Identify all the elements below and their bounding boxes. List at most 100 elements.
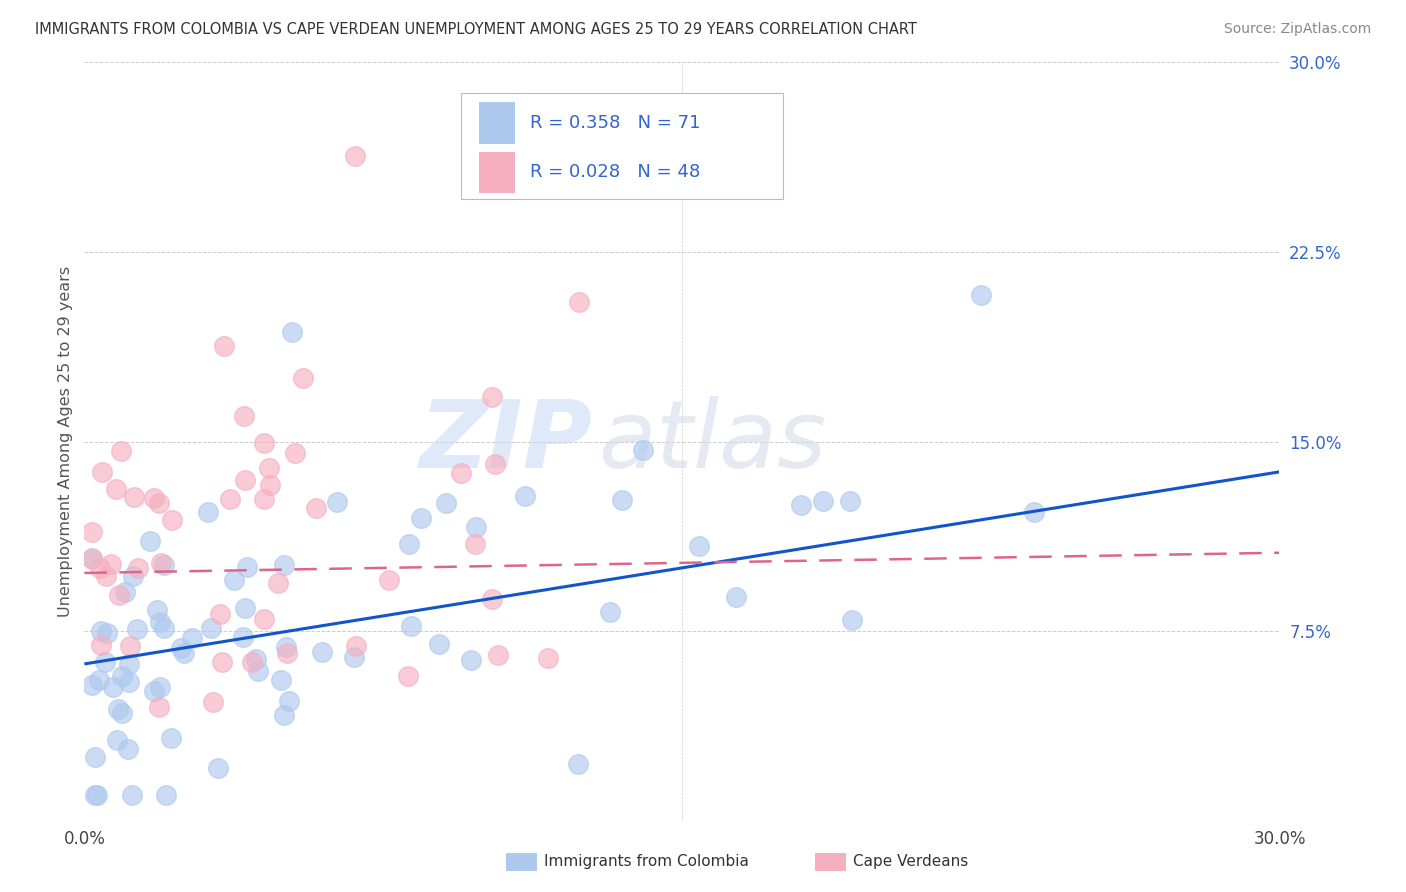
Point — [273, 558, 295, 572]
Point — [790, 498, 813, 512]
Point — [568, 294, 591, 309]
Point — [343, 649, 366, 664]
Point — [142, 684, 165, 698]
Point — [484, 457, 506, 471]
Point — [429, 637, 451, 651]
Point — [121, 789, 143, 803]
Point — [326, 495, 349, 509]
Point — [460, 653, 482, 667]
Text: atlas: atlas — [599, 396, 827, 487]
Point — [401, 619, 423, 633]
Point — [838, 494, 860, 508]
Point — [90, 465, 112, 479]
Point — [83, 750, 105, 764]
Point — [236, 560, 259, 574]
Point — [114, 584, 136, 599]
Point — [450, 466, 472, 480]
Point — [631, 443, 654, 458]
Point — [208, 607, 231, 621]
Point — [139, 533, 162, 548]
Point — [434, 496, 457, 510]
Point — [253, 612, 276, 626]
Point — [612, 492, 634, 507]
Point — [173, 646, 195, 660]
Point — [344, 639, 367, 653]
Point — [232, 409, 254, 424]
Point — [86, 789, 108, 803]
Point — [246, 664, 269, 678]
Point — [90, 624, 112, 639]
Point — [122, 569, 145, 583]
Bar — [479, 152, 515, 194]
Point — [122, 491, 145, 505]
Text: Cape Verdeans: Cape Verdeans — [853, 855, 969, 869]
Point — [87, 673, 110, 688]
Point — [464, 520, 486, 534]
Point — [378, 573, 401, 587]
Point — [232, 630, 254, 644]
Point — [100, 557, 122, 571]
Point — [110, 669, 132, 683]
Text: IMMIGRANTS FROM COLOMBIA VS CAPE VERDEAN UNEMPLOYMENT AMONG AGES 25 TO 29 YEARS : IMMIGRANTS FROM COLOMBIA VS CAPE VERDEAN… — [35, 22, 917, 37]
Point — [142, 491, 165, 505]
Point — [94, 569, 117, 583]
Point — [245, 652, 267, 666]
Point — [253, 435, 276, 450]
Point — [82, 524, 104, 539]
Text: Source: ZipAtlas.com: Source: ZipAtlas.com — [1223, 22, 1371, 37]
Point — [149, 680, 172, 694]
Point — [90, 638, 112, 652]
Point — [93, 656, 115, 670]
Point — [1022, 505, 1045, 519]
Point — [150, 556, 173, 570]
Point — [155, 789, 177, 803]
Point — [537, 650, 560, 665]
Point — [464, 537, 486, 551]
Point — [107, 588, 129, 602]
Point — [125, 623, 148, 637]
Point — [83, 788, 105, 802]
Point — [148, 496, 170, 510]
Point — [153, 622, 176, 636]
Point — [253, 492, 276, 507]
Point — [212, 338, 235, 352]
Point — [481, 390, 503, 404]
Point — [207, 761, 229, 775]
Text: ZIP: ZIP — [419, 395, 592, 488]
Point — [292, 371, 315, 385]
Point — [105, 733, 128, 747]
Point — [396, 669, 419, 683]
FancyBboxPatch shape — [461, 93, 783, 199]
Point — [153, 558, 176, 573]
Y-axis label: Unemployment Among Ages 25 to 29 years: Unemployment Among Ages 25 to 29 years — [58, 266, 73, 617]
Point — [96, 625, 118, 640]
Point — [110, 706, 132, 720]
Point — [311, 644, 333, 658]
Point — [305, 501, 328, 516]
Point — [398, 537, 420, 551]
Point — [411, 510, 433, 524]
Point — [724, 590, 747, 604]
Text: Immigrants from Colombia: Immigrants from Colombia — [544, 855, 749, 869]
Point — [278, 694, 301, 708]
Point — [224, 574, 246, 588]
Point — [101, 680, 124, 694]
Bar — [479, 103, 515, 144]
Point — [274, 640, 297, 655]
Text: R = 0.028   N = 48: R = 0.028 N = 48 — [530, 163, 700, 181]
Point — [218, 492, 240, 507]
Point — [486, 648, 509, 662]
Point — [841, 613, 863, 627]
Point — [257, 461, 280, 475]
Point — [117, 741, 139, 756]
Point — [181, 631, 204, 645]
Point — [160, 513, 183, 527]
Point — [120, 640, 142, 654]
Point — [811, 494, 834, 508]
Point — [118, 675, 141, 690]
Point — [197, 505, 219, 519]
Point — [276, 646, 298, 660]
Point — [159, 731, 181, 745]
Point — [201, 695, 224, 709]
Point — [481, 591, 503, 606]
